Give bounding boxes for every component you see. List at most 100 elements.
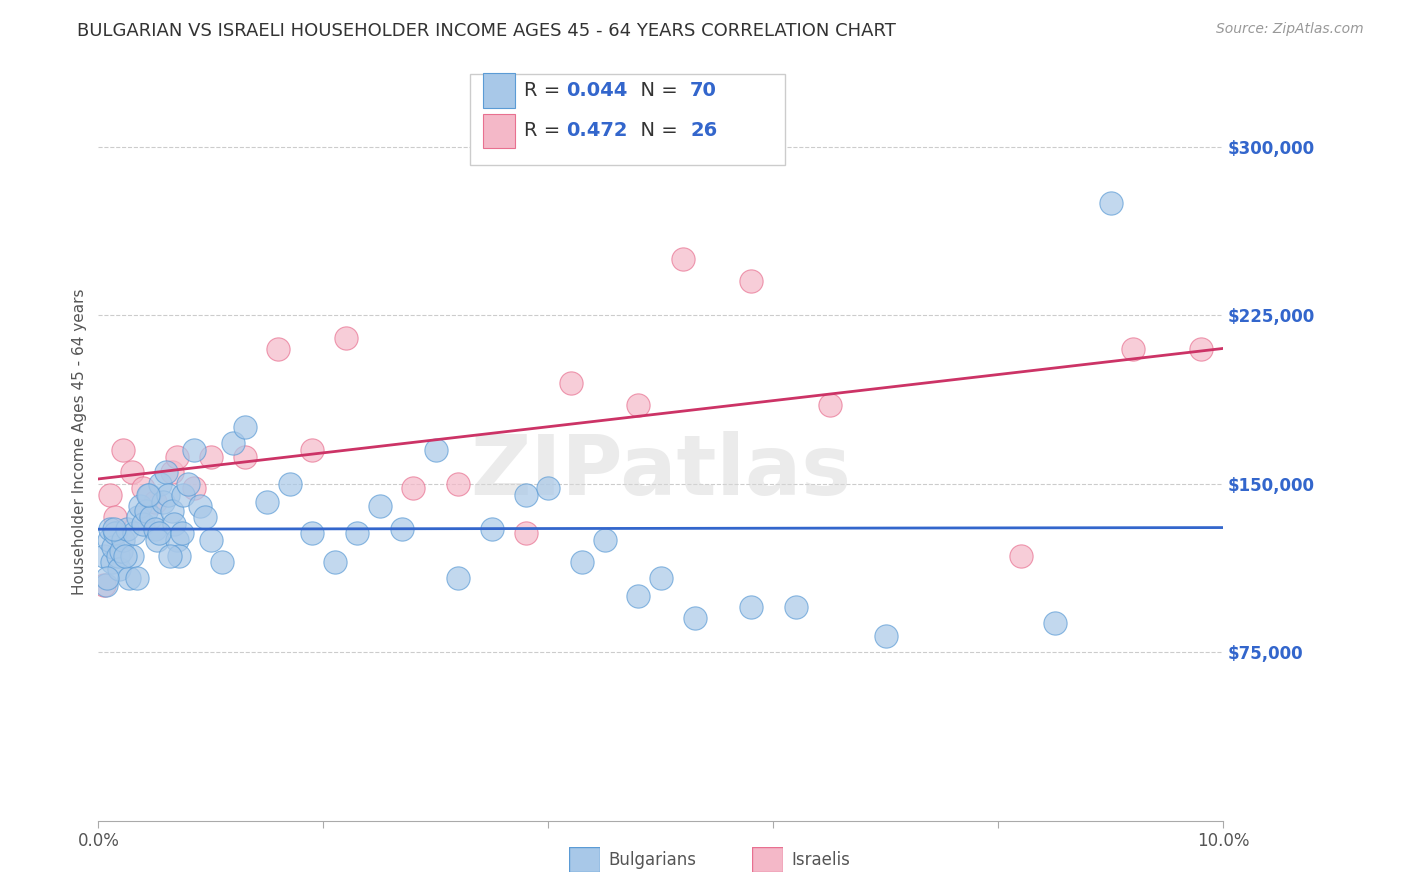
Point (96, 571, 118, 585)
Point (447, 571, 470, 585)
Point (166, 450, 188, 464)
Point (107, 549, 129, 563)
Point (200, 450, 222, 464)
Point (818, 398, 841, 412)
Point (129, 499, 152, 513)
Point (166, 533, 188, 547)
Point (155, 466, 177, 480)
Point (163, 517, 186, 532)
Y-axis label: Householder Income Ages 45 - 64 years: Householder Income Ages 45 - 64 years (72, 288, 87, 595)
Point (194, 510, 217, 524)
Point (118, 571, 141, 585)
Point (425, 442, 447, 457)
Point (335, 331, 357, 345)
Text: 26: 26 (690, 121, 717, 140)
Point (148, 526, 170, 541)
Point (125, 571, 148, 585)
Point (112, 442, 135, 457)
Point (593, 533, 616, 547)
FancyBboxPatch shape (484, 73, 515, 108)
Point (93, 549, 115, 563)
Point (159, 549, 181, 563)
Point (101, 555, 124, 569)
Text: R =: R = (523, 81, 567, 100)
Text: BULGARIAN VS ISRAELI HOUSEHOLDER INCOME AGES 45 - 64 YEARS CORRELATION CHART: BULGARIAN VS ISRAELI HOUSEHOLDER INCOME … (77, 22, 896, 40)
Point (97, 533, 120, 547)
Point (447, 476, 470, 491)
Point (222, 436, 245, 450)
Point (96, 578, 118, 592)
Point (391, 522, 413, 536)
Point (177, 476, 200, 491)
Point (183, 442, 205, 457)
Point (138, 488, 160, 502)
Point (114, 549, 136, 563)
Point (121, 466, 143, 480)
Point (152, 494, 174, 508)
Point (560, 376, 582, 390)
Text: R =: R = (523, 121, 567, 140)
Point (132, 517, 155, 532)
Point (323, 555, 346, 569)
Point (1122, 342, 1144, 356)
Point (157, 488, 180, 502)
Point (402, 481, 425, 495)
Point (98, 488, 121, 502)
Point (170, 526, 193, 541)
Point (267, 342, 290, 356)
Point (515, 526, 537, 541)
Text: N =: N = (628, 121, 685, 140)
Point (104, 510, 127, 524)
Point (785, 600, 807, 615)
Point (740, 600, 762, 615)
Text: 70: 70 (690, 81, 717, 100)
Text: Israelis: Israelis (792, 851, 851, 869)
Point (1099, 195, 1122, 210)
FancyBboxPatch shape (470, 74, 785, 165)
Point (127, 510, 149, 524)
Text: Bulgarians: Bulgarians (609, 851, 697, 869)
Point (143, 522, 166, 536)
Point (172, 488, 194, 502)
Point (121, 549, 143, 563)
Point (160, 466, 183, 480)
Point (160, 503, 183, 517)
Point (183, 481, 205, 495)
Point (146, 533, 169, 547)
Point (233, 450, 256, 464)
Point (1043, 615, 1066, 630)
Point (571, 555, 593, 569)
Point (650, 571, 672, 585)
Point (515, 488, 537, 502)
Point (124, 526, 146, 541)
Point (301, 526, 323, 541)
Point (101, 540, 124, 554)
Point (368, 499, 391, 513)
Point (136, 488, 159, 502)
Point (141, 510, 163, 524)
Text: Source: ZipAtlas.com: Source: ZipAtlas.com (1216, 22, 1364, 37)
Point (98, 522, 121, 536)
Point (103, 522, 125, 536)
Point (104, 526, 127, 541)
Point (149, 476, 172, 491)
Text: N =: N = (628, 81, 685, 100)
Point (132, 481, 155, 495)
Point (683, 611, 706, 625)
Text: ZIPatlas: ZIPatlas (471, 432, 851, 512)
Point (110, 544, 132, 558)
Point (1189, 342, 1212, 356)
Point (481, 522, 503, 536)
Point (301, 442, 323, 457)
Point (93, 578, 115, 592)
Point (211, 555, 233, 569)
Point (1010, 549, 1032, 563)
Point (672, 252, 695, 266)
Point (107, 562, 129, 576)
Point (200, 533, 222, 547)
FancyBboxPatch shape (484, 113, 515, 148)
Point (627, 398, 650, 412)
Point (169, 549, 191, 563)
Text: 0.472: 0.472 (567, 121, 628, 140)
Point (278, 476, 301, 491)
